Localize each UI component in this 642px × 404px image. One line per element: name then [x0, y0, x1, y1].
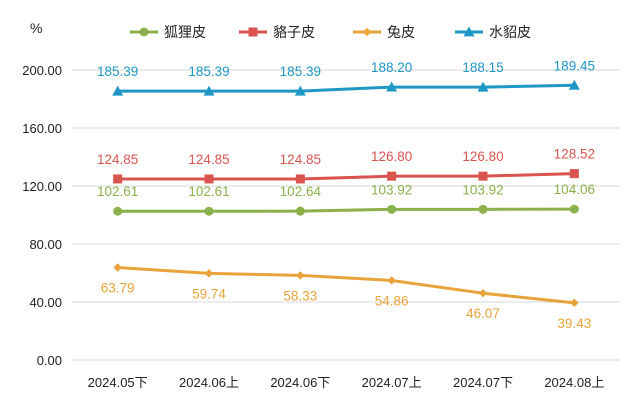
- data-point: [296, 271, 305, 280]
- data-label: 102.64: [280, 184, 322, 199]
- data-label: 39.43: [557, 316, 591, 331]
- y-tick-label: 80.00: [29, 237, 62, 252]
- data-label: 63.79: [101, 281, 135, 296]
- data-point: [204, 174, 214, 184]
- data-label: 189.45: [554, 58, 595, 73]
- series-line: [116, 266, 576, 305]
- data-point: [113, 263, 122, 272]
- data-point: [478, 288, 488, 298]
- legend: 狐狸皮 貉子皮 兔皮 水貂皮: [130, 24, 531, 40]
- y-unit-label: %: [30, 20, 42, 36]
- data-point: [113, 174, 123, 184]
- data-point: [204, 206, 214, 216]
- x-tick-label: 2024.05下: [88, 375, 148, 390]
- data-label: 126.80: [462, 149, 503, 164]
- y-axis: 0.00 40.00 80.00 120.00 160.00 200.00: [22, 63, 62, 368]
- legend-marker: [248, 27, 258, 37]
- data-labels: 102.61 102.61 102.64 103.92 103.92 104.06 124.…: [97, 58, 595, 331]
- data-label: 104.06: [554, 182, 595, 197]
- legend-marker: [463, 26, 475, 37]
- y-tick-label: 160.00: [22, 121, 62, 136]
- data-point: [294, 85, 306, 96]
- data-point: [295, 206, 305, 216]
- y-tick-label: 120.00: [22, 179, 62, 194]
- data-point: [387, 204, 397, 214]
- x-tick-label: 2024.08上: [544, 375, 604, 390]
- data-point: [478, 204, 488, 214]
- data-point: [478, 171, 488, 181]
- y-tick-label: 0.00: [37, 353, 62, 368]
- data-point: [386, 81, 398, 92]
- data-point: [570, 298, 579, 308]
- x-tick-label: 2024.07上: [362, 375, 422, 390]
- data-point: [387, 276, 396, 285]
- data-label: 128.52: [554, 147, 595, 162]
- data-label: 54.86: [375, 293, 409, 308]
- series-line: [116, 83, 576, 93]
- x-axis: 2024.05下 2024.06上 2024.06下 2024.07上 2024.07下…: [88, 375, 605, 390]
- x-tick-label: 2024.06上: [179, 375, 239, 390]
- data-point: [387, 171, 397, 181]
- data-label: 188.20: [371, 60, 412, 75]
- data-label: 188.15: [462, 60, 503, 75]
- data-point: [203, 85, 215, 96]
- y-tick-label: 40.00: [29, 295, 62, 310]
- data-point: [204, 269, 214, 278]
- legend-marker: [362, 27, 372, 37]
- gridlines: [72, 69, 620, 361]
- series-line: [116, 172, 576, 181]
- legend-label: 兔皮: [387, 24, 415, 40]
- series-line: [116, 207, 576, 213]
- data-point: [569, 204, 579, 214]
- legend-marker: [139, 27, 149, 37]
- x-tick-label: 2024.07下: [453, 375, 513, 390]
- data-label: 185.39: [188, 64, 229, 79]
- data-point: [568, 79, 580, 90]
- data-point: [477, 81, 489, 92]
- data-label: 102.61: [97, 184, 138, 199]
- data-label: 103.92: [462, 182, 503, 197]
- data-label: 124.85: [280, 152, 321, 167]
- series-layer: [112, 79, 580, 308]
- data-label: 126.80: [371, 149, 412, 164]
- legend-label: 狐狸皮: [164, 24, 206, 40]
- data-label: 46.07: [466, 306, 500, 321]
- y-tick-label: 200.00: [22, 63, 62, 78]
- data-point: [112, 85, 124, 96]
- data-label: 124.85: [188, 152, 229, 167]
- x-tick-label: 2024.06下: [270, 375, 330, 390]
- data-point: [295, 174, 305, 184]
- data-label: 185.39: [280, 64, 321, 79]
- data-label: 185.39: [97, 64, 138, 79]
- data-label: 59.74: [192, 286, 226, 301]
- data-label: 124.85: [97, 152, 138, 167]
- data-point: [569, 169, 579, 179]
- legend-label: 貉子皮: [273, 24, 315, 40]
- data-label: 103.92: [371, 182, 412, 197]
- data-label: 102.61: [188, 184, 229, 199]
- data-point: [113, 206, 123, 216]
- data-label: 58.33: [283, 288, 317, 303]
- legend-label: 水貂皮: [489, 24, 531, 40]
